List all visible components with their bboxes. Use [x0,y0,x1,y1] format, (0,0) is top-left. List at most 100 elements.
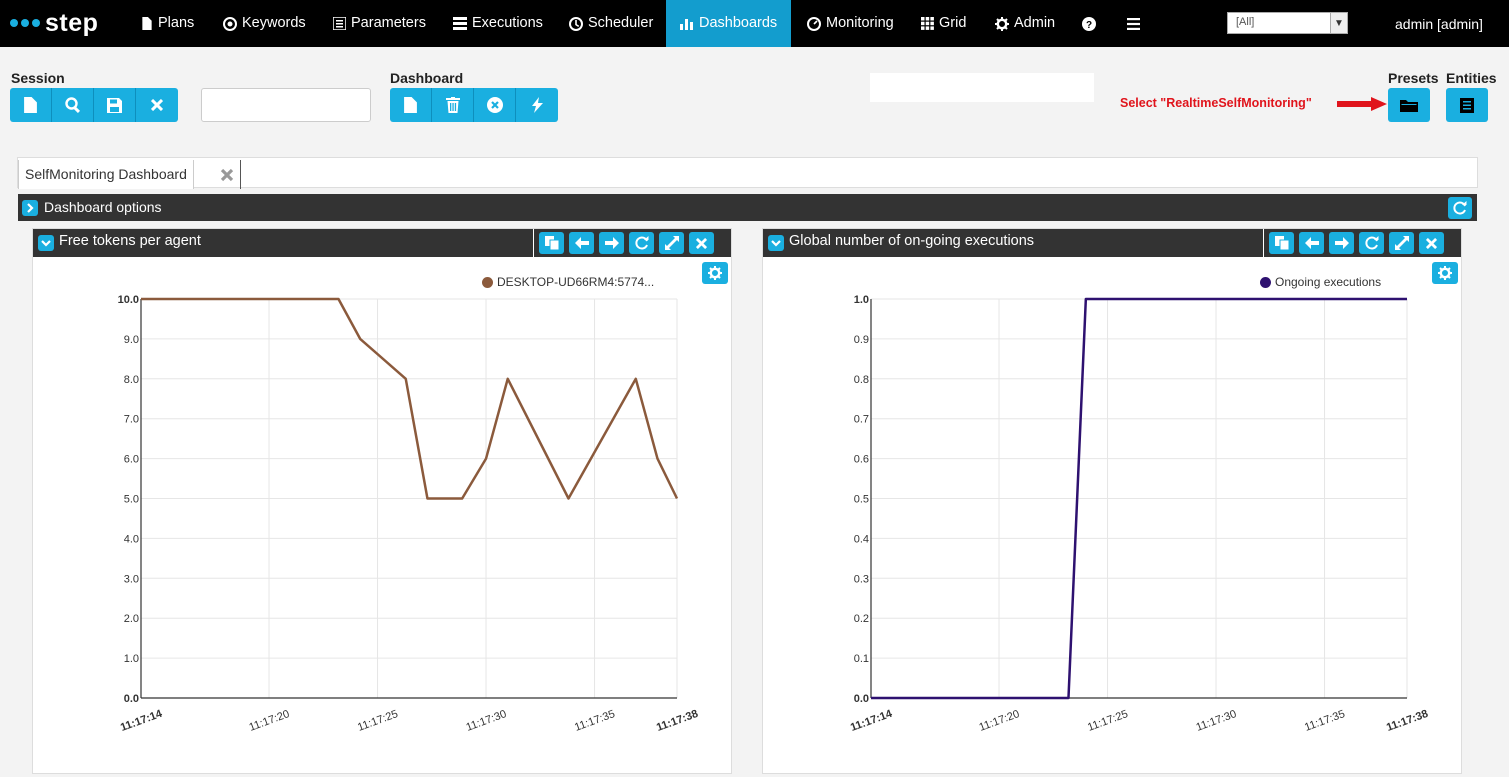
nav-scheduler[interactable]: Scheduler [559,0,663,47]
y-tick-label: 1.0 [124,653,139,665]
refresh-button[interactable] [629,232,654,254]
refresh-button[interactable] [1359,232,1384,254]
nav-plans[interactable]: Plans [131,0,204,47]
nav-parameters[interactable]: Parameters [323,0,436,47]
session-new-button[interactable] [10,88,52,122]
y-tick-label: 10.0 [118,294,139,306]
nav-keywords[interactable]: Keywords [213,0,316,47]
chart-legend: DESKTOP-UD66RM4:5774... [482,275,654,289]
dashboard-run-button[interactable] [516,88,558,122]
copy-icon [544,236,559,250]
gear-icon [1438,266,1452,280]
bar-chart-icon [680,19,693,30]
refresh-icon [1364,236,1378,250]
close-icon [1426,237,1437,249]
y-tick-label: 0.9 [854,334,869,346]
dashboard-options-bar[interactable]: Dashboard options [18,194,1477,221]
panel-title: Free tokens per agent [59,233,201,249]
session-label: Session [11,70,65,86]
dashboard-options-label: Dashboard options [44,199,162,215]
blank-area [870,73,1094,102]
y-tick-label: 8.0 [124,374,139,386]
fullscreen-button[interactable] [659,232,684,254]
target-icon [223,16,237,31]
x-tick-label: 11:17:20 [248,708,292,734]
move-right-button[interactable] [1329,232,1354,254]
y-tick-label: 0.4 [854,533,869,545]
panel-settings-button[interactable] [1432,262,1458,284]
y-tick-label: 0.0 [854,693,869,705]
panel-settings-button[interactable] [702,262,728,284]
logo-text: step [45,8,99,37]
entities-label: Entities [1446,70,1497,86]
tasks-icon [453,17,467,30]
fullscreen-button[interactable] [1389,232,1414,254]
nav-monitoring[interactable]: Monitoring [797,0,904,47]
close-panel-button[interactable] [1419,232,1444,254]
expand-icon [1394,236,1409,250]
tab-selfmonitoring-dashboard[interactable]: SelfMonitoring Dashboard [18,160,194,189]
menu-button[interactable] [1117,0,1150,47]
dashboard-button-group [390,88,558,122]
nav-dashboards[interactable]: Dashboards [666,0,791,47]
arrow-right-icon [604,237,619,249]
move-right-button[interactable] [599,232,624,254]
chart-panel-ongoing-executions: Global number of on-going executions Ong… [762,228,1462,774]
chevron-down-icon[interactable] [38,235,54,251]
step-logo[interactable]: step [10,5,98,41]
chevron-right-icon[interactable] [22,200,38,216]
presets-button[interactable] [1388,88,1430,122]
question-icon: ? [1082,16,1096,31]
move-left-button[interactable] [1299,232,1324,254]
nav-admin[interactable]: Admin [985,0,1065,47]
nav-executions[interactable]: Executions [443,0,553,47]
chevron-down-icon[interactable] [768,235,784,251]
move-left-button[interactable] [569,232,594,254]
chart-panel-free-tokens: Free tokens per agent DESKTOP-UD66RM4:57… [32,228,732,774]
dashboard-remove-button[interactable] [474,88,516,122]
y-tick-label: 1.0 [854,294,869,306]
annotation-text: Select "RealtimeSelfMonitoring" [1120,96,1312,110]
file-icon [24,97,37,113]
session-button-group [10,88,178,122]
session-save-button[interactable] [94,88,136,122]
close-panel-button[interactable] [689,232,714,254]
close-icon [220,168,233,181]
tab-close-button[interactable] [213,160,241,189]
close-icon [696,237,707,249]
tenant-select[interactable]: [All] ▼ [1227,12,1348,34]
gear-icon [708,266,722,280]
annotation-arrow-icon [1337,97,1387,111]
entities-button[interactable] [1446,88,1488,122]
x-tick-label: 11:17:25 [1086,708,1130,734]
y-tick-label: 2.0 [124,613,139,625]
gear-icon [995,16,1009,31]
dashboard-delete-button[interactable] [432,88,474,122]
y-tick-label: 5.0 [124,494,139,506]
nav-grid[interactable]: Grid [911,0,976,47]
duplicate-button[interactable] [1269,232,1294,254]
flash-icon [531,97,543,113]
user-menu[interactable]: admin [admin] [1378,0,1483,47]
session-close-button[interactable] [136,88,178,122]
help-button[interactable]: ? [1072,0,1106,47]
user-icon [1378,17,1390,30]
session-name-input[interactable] [201,88,371,122]
dashboard-new-button[interactable] [390,88,432,122]
refresh-all-button[interactable] [1448,197,1472,219]
arrow-right-icon [1334,237,1349,249]
y-tick-label: 0.5 [854,494,869,506]
y-tick-label: 0.3 [854,573,869,585]
session-search-button[interactable] [52,88,94,122]
remove-circle-icon [486,97,503,113]
duplicate-button[interactable] [539,232,564,254]
x-tick-label: 11:17:38 [1385,708,1430,734]
arrow-left-icon [1304,237,1319,249]
free-tokens-chart: 0.0 1.0 2.0 3.0 4.0 5.0 6.0 7.0 8.0 9.0 10.0 11:17:… [118,294,700,734]
refresh-icon [1453,201,1467,215]
x-tick-label: 11:17:20 [978,708,1022,734]
y-tick-label: 0.8 [854,374,869,386]
y-tick-label: 0.7 [854,414,869,426]
close-icon [151,99,163,111]
search-icon [64,97,80,113]
